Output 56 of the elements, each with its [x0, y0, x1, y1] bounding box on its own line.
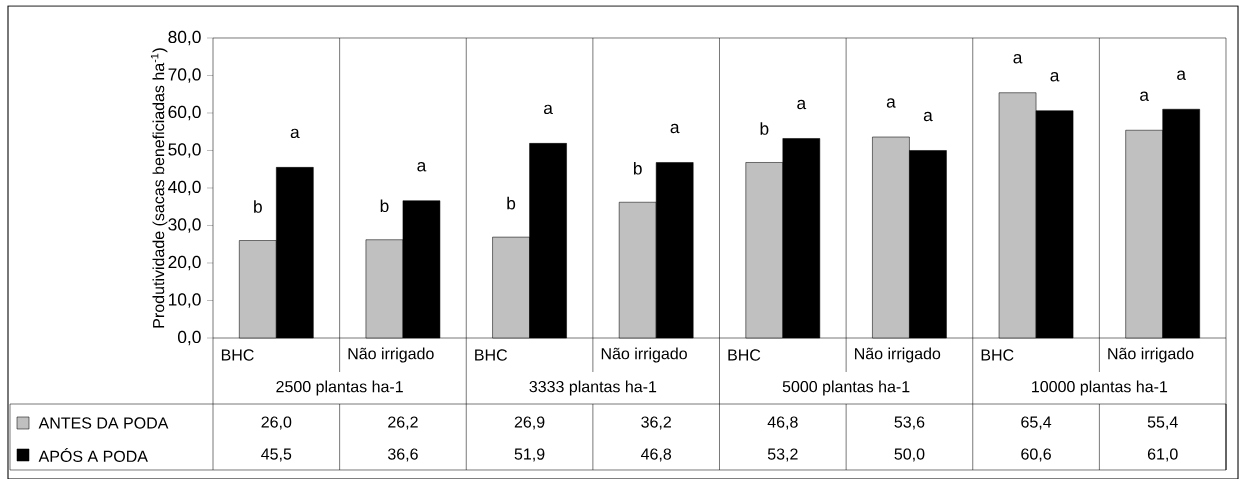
data-label: 26,9 [514, 416, 545, 430]
annotation: b [254, 200, 262, 213]
x-tick-label: BHC [221, 349, 254, 361]
y-tick-label: 50,0 [168, 143, 201, 158]
x-tick-label: Não irrigado [855, 347, 941, 363]
data-label: 51,9 [514, 448, 545, 462]
annotation: a [1177, 70, 1187, 80]
annotation: a [670, 123, 680, 134]
x-tick-label: Não irrigado [601, 347, 687, 363]
x-tick-label: Não irrigado [348, 347, 434, 363]
annotation: a [923, 111, 933, 122]
data-label: 53,2 [767, 448, 798, 462]
y-axis-title: Produtividade (sacas beneficiadas ha$^{-1}$) [150, 48, 168, 328]
x-tick-label: Não irrigado [1108, 347, 1194, 363]
legend-label: ANTES DA PODA [38, 417, 169, 429]
text: 3333 plantas ha-1 [529, 380, 657, 396]
y-tick-label: 60,0 [168, 105, 201, 121]
text: 5000 plantas ha-1 [782, 380, 910, 396]
legend-label: APÓS A PODA [38, 447, 148, 463]
annotation: a [1013, 54, 1023, 64]
data-label: 53,6 [894, 416, 925, 430]
annotation: a [797, 99, 807, 110]
y-tick-label: 20,0 [168, 255, 201, 271]
x-tick-label: BHC [475, 349, 508, 361]
annotation: b [380, 199, 389, 213]
x-tick-label: BHC [981, 349, 1014, 361]
annotation: a [1050, 72, 1060, 82]
data-label: 60,6 [1021, 448, 1051, 462]
y-tick-label: 0,0 [177, 330, 201, 346]
data-label: 26,2 [388, 416, 418, 430]
data-label: 36,6 [387, 448, 418, 462]
y-tick-label: 40,0 [168, 180, 201, 196]
annotation: a [417, 162, 427, 172]
annotation: b [760, 122, 769, 135]
y-tick-label: 80,0 [168, 30, 201, 46]
data-label: 45,5 [261, 448, 292, 462]
annotation: a [543, 104, 553, 115]
data-label: 50,0 [894, 448, 925, 462]
annotation: b [633, 161, 642, 175]
data-label: 65,4 [1021, 416, 1052, 430]
data-label: 46,8 [641, 448, 672, 462]
text: 2500 plantas ha-1 [276, 380, 403, 396]
data-label: 61,0 [1147, 448, 1178, 462]
y-tick-label: 30,0 [168, 218, 201, 233]
y-tick-label: 70,0 [168, 68, 201, 83]
data-label: 55,4 [1147, 416, 1178, 430]
annotation: a [886, 98, 896, 108]
annotation: a [290, 128, 300, 139]
annotation: b [507, 196, 516, 210]
annotation: a [1140, 91, 1149, 101]
text: 10000 plantas ha-1 [1032, 380, 1168, 396]
x-tick-label: BHC [728, 349, 761, 361]
data-label: 26,0 [261, 416, 292, 430]
y-tick-label: 10,0 [168, 293, 201, 308]
data-label: 46,8 [767, 416, 798, 430]
data-label: 36,2 [641, 416, 671, 430]
